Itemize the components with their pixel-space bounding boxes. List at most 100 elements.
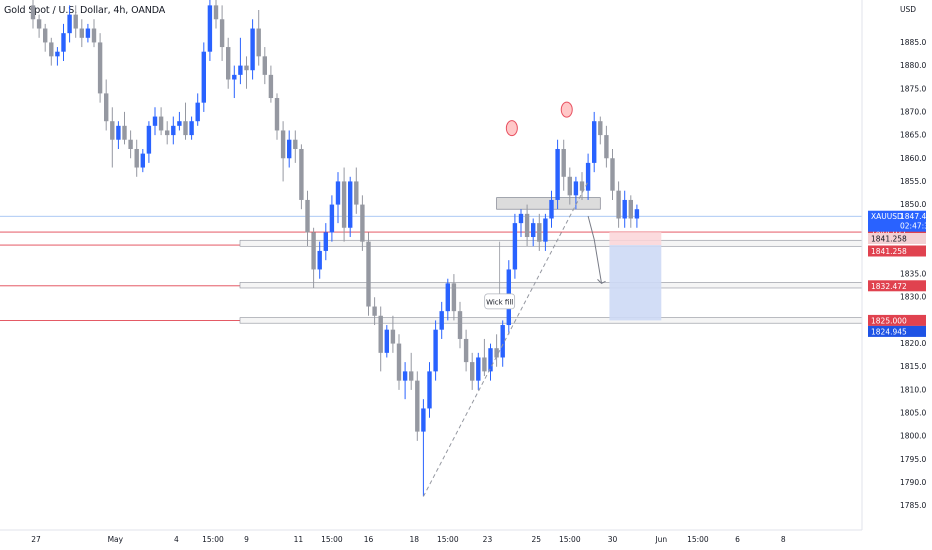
- candle-body: [500, 325, 505, 358]
- candle-body: [396, 343, 402, 381]
- forecast-arrowhead: [597, 278, 606, 284]
- candle-body: [622, 199, 627, 219]
- candle-body: [579, 181, 585, 191]
- candle-body: [433, 329, 438, 372]
- candle-body: [348, 181, 353, 228]
- candle-body: [268, 74, 274, 99]
- x-tick-label: 8: [781, 535, 786, 544]
- wick-fill-callout-box: [484, 293, 516, 310]
- price-axis: USD 1785.0 1790.0 1795.0 1800.0 1805.0 1810.0 1…: [861, 0, 932, 550]
- candle-body: [287, 139, 292, 159]
- candle-body: [91, 28, 97, 43]
- x-tick-label: 16: [364, 535, 374, 544]
- candle-body: [323, 232, 328, 251]
- candle-body: [555, 148, 560, 200]
- y-tick-label: 1850.0: [900, 200, 926, 209]
- candle-body: [378, 315, 383, 353]
- candle-body: [488, 348, 493, 372]
- current-price-tag-background: [868, 210, 926, 232]
- candle-body: [537, 223, 542, 242]
- candle-body: [226, 47, 231, 80]
- candle-body: [207, 5, 213, 52]
- candle-body: [445, 283, 450, 312]
- candle-body: [372, 306, 377, 316]
- candle-body: [335, 181, 341, 205]
- candle-body: [177, 121, 182, 126]
- candle-body: [97, 42, 103, 94]
- candle-body: [299, 148, 304, 200]
- y-tick-label: 1855.0: [900, 177, 926, 186]
- candle-body: [79, 28, 84, 38]
- time-axis: 27 May 4 15:00 9 11 15:00 16 18 15:00 23 25 15:00 30 J…: [0, 529, 862, 544]
- candle-body: [280, 130, 286, 159]
- candle-body: [274, 98, 280, 131]
- double-top-marker: [505, 120, 518, 137]
- candle-body: [67, 14, 72, 34]
- candle-body: [427, 371, 432, 409]
- price-tag-label: 1825.000: [871, 316, 907, 325]
- candle-body: [122, 125, 127, 140]
- current-price-label: 1847.490: [900, 212, 932, 221]
- x-tick-label: 15:00: [321, 535, 343, 544]
- price-axis-background: [862, 0, 932, 550]
- candle-body: [146, 125, 152, 154]
- candle-body: [598, 121, 603, 136]
- price-tag-label: 1841.258: [871, 235, 907, 244]
- candle-body: [366, 241, 371, 307]
- candle-body: [573, 181, 579, 196]
- candle-body: [195, 102, 200, 122]
- y-tick-label: 1820.0: [900, 339, 926, 348]
- candle-body: [604, 135, 609, 159]
- y-tick-label: 1795.0: [900, 455, 926, 464]
- candle-body: [152, 116, 158, 126]
- candle-body: [189, 121, 194, 136]
- candle-body: [293, 139, 298, 149]
- y-tick-label: 1875.0: [900, 84, 926, 93]
- price-tag-background: [868, 325, 926, 337]
- candle-body: [592, 121, 597, 163]
- candle-body: [165, 130, 170, 136]
- candle-body: [134, 148, 139, 168]
- candle-body: [628, 199, 633, 219]
- support-zone-band: [239, 239, 863, 247]
- x-tick-label: 15:00: [202, 535, 224, 544]
- take-profit-area: [609, 245, 662, 321]
- y-tick-label: 1885.0: [900, 38, 926, 47]
- candle-body: [494, 348, 499, 358]
- candle-body: [415, 380, 420, 432]
- candle-body: [43, 28, 48, 43]
- candle-body: [201, 51, 206, 103]
- candle-body: [262, 56, 267, 75]
- price-tag-label: 1844.071: [871, 228, 907, 237]
- chart-title: Gold Spot / U.S. Dollar, 4h, OANDA: [4, 5, 166, 16]
- candle-body: [256, 28, 261, 57]
- price-tag-background: [868, 233, 926, 244]
- double-top-marker: [560, 101, 573, 118]
- ascending-trendline: [422, 181, 589, 497]
- y-tick-label: 1835.0: [900, 270, 926, 279]
- candles: [30, 0, 640, 497]
- symbol-tag-label: XAUUSD: [871, 212, 903, 221]
- y-tick-label: 1790.0: [900, 478, 926, 487]
- candle-body: [390, 329, 396, 344]
- price-tag-background: [868, 245, 926, 257]
- x-tick-label: 4: [174, 535, 179, 544]
- price-tag-label: 1832.472: [871, 282, 907, 291]
- countdown-label: 02:47:30: [900, 222, 932, 231]
- candle-body: [73, 14, 78, 29]
- y-tick-label: 1810.0: [900, 385, 926, 394]
- price-tag-label: 1824.945: [871, 327, 907, 336]
- candle-body: [140, 153, 145, 168]
- candle-body: [360, 204, 365, 242]
- candle-body: [439, 311, 444, 330]
- candle-body: [634, 209, 640, 219]
- y-tick-label: 1865.0: [900, 131, 926, 140]
- x-tick-label: 15:00: [687, 535, 709, 544]
- candle-body: [317, 250, 322, 270]
- price-tag-background: [868, 314, 926, 326]
- candle-body: [329, 204, 335, 233]
- y-tick-label: 1860.0: [900, 154, 926, 163]
- candle-body: [543, 218, 548, 242]
- candle-body: [616, 190, 621, 219]
